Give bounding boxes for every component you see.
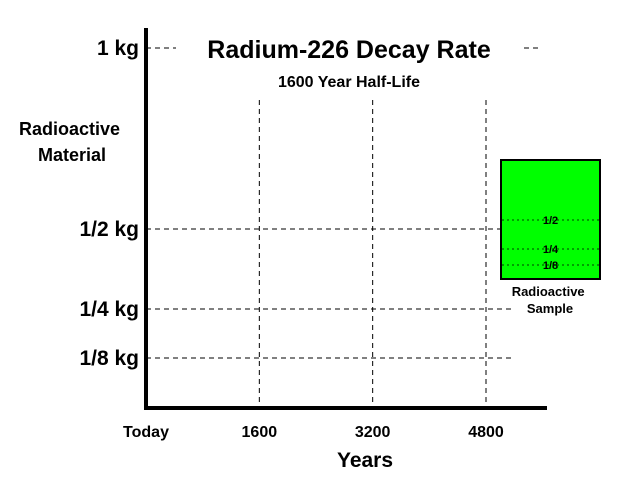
axes-layer — [144, 28, 547, 410]
y-tick-label-1-4-kg: 1/4 kg — [79, 298, 139, 321]
sample-level-label-1-2: 1/2 — [543, 215, 558, 227]
radioactive-sample: 1/2 1/4 1/8 Radioactive Sample — [500, 159, 601, 316]
chart-title: Radium-226 Decay Rate — [207, 36, 491, 64]
grid-layer — [146, 47, 540, 408]
chart-subtitle: 1600 Year Half-Life — [278, 74, 420, 91]
sample-label-line-1: Radioactive — [512, 284, 585, 299]
sample-level-label-1-8: 1/8 — [543, 260, 558, 272]
y-axis-label-line-1: Radioactive — [19, 119, 120, 139]
x-tick-label-today: Today — [123, 424, 169, 441]
x-tick-label-4800: 4800 — [468, 424, 504, 441]
x-axis-label: Years — [337, 449, 393, 472]
y-axis-label-line-2: Material — [38, 145, 106, 165]
y-tick-label-1-kg: 1 kg — [97, 37, 139, 60]
y-axis-label: Radioactive Material — [19, 119, 125, 165]
y-tick-label-1-8-kg: 1/8 kg — [79, 347, 139, 370]
y-tick-labels: 1 kg 1/2 kg 1/4 kg 1/8 kg — [79, 37, 139, 370]
x-tick-label-3200: 3200 — [355, 424, 391, 441]
sample-box — [500, 159, 601, 280]
sample-label-line-2: Sample — [527, 301, 573, 316]
sample-levels: 1/2 1/4 1/8 — [502, 215, 599, 272]
title-background — [176, 32, 522, 66]
y-tick-label-1-2-kg: 1/2 kg — [79, 218, 139, 241]
sample-label: Radioactive Sample — [512, 284, 589, 316]
x-tick-labels: Today 1600 3200 4800 — [123, 424, 504, 441]
x-tick-label-1600: 1600 — [242, 424, 278, 441]
sample-level-label-1-4: 1/4 — [543, 244, 559, 256]
